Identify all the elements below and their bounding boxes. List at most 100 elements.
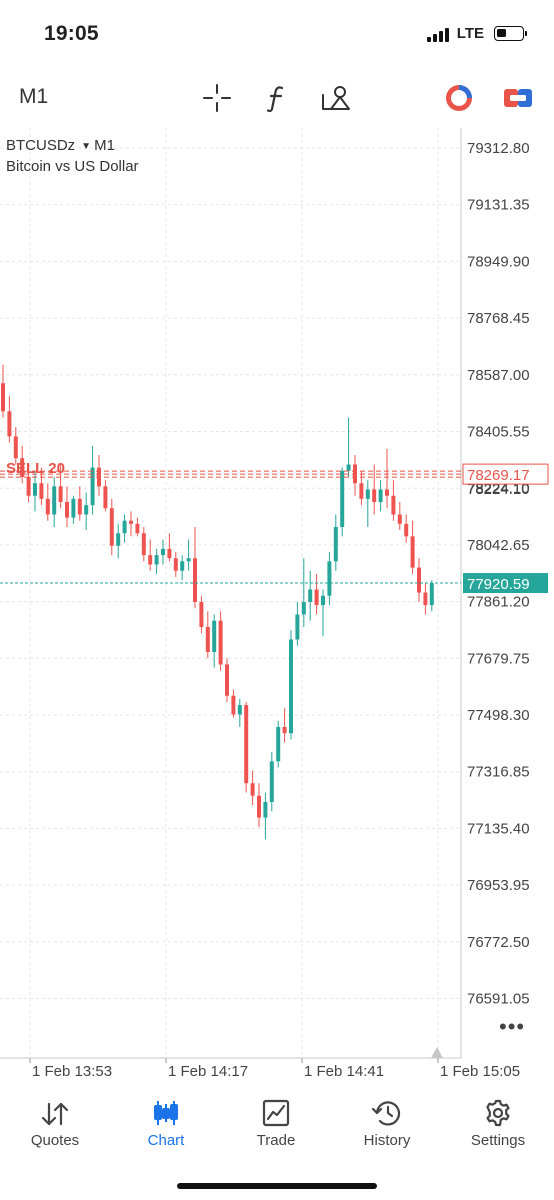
chart-toolbar: M1 xyxy=(0,72,554,124)
candle-bull xyxy=(269,761,274,802)
candle-bull xyxy=(212,620,217,652)
candle-bear xyxy=(244,705,249,784)
time-tick-label: 1 Feb 15:05 xyxy=(440,1063,520,1080)
candle-bull xyxy=(378,489,383,502)
candle-bear xyxy=(45,498,50,515)
trade-toggle-icon[interactable] xyxy=(502,82,534,114)
candle-bear xyxy=(225,664,229,696)
price-tick-label: 77679.75 xyxy=(467,650,530,667)
quotes-icon xyxy=(41,1102,69,1126)
candle-bear xyxy=(1,383,5,412)
price-tick-label: 76953.95 xyxy=(467,877,530,894)
status-bar: 19:05 LTE xyxy=(0,0,554,70)
price-tick-label-hidden: 78224.10 xyxy=(467,481,530,498)
candle-bear xyxy=(148,555,153,565)
dropdown-arrow-icon: ▼ xyxy=(81,141,92,152)
current-price-box xyxy=(463,573,548,594)
candle-bear xyxy=(218,620,223,665)
candle-bull xyxy=(327,561,332,596)
crosshair-icon[interactable] xyxy=(201,82,233,114)
price-tick-label: 77861.20 xyxy=(467,594,530,611)
candle-bull xyxy=(71,498,76,518)
candle-bear xyxy=(141,533,146,556)
candle-bear xyxy=(314,589,319,606)
tab-settings[interactable]: Settings xyxy=(443,1088,553,1158)
candle-bear xyxy=(404,523,409,537)
network-type: LTE xyxy=(456,25,484,42)
candle-bull xyxy=(333,526,338,562)
candle-bear xyxy=(205,626,210,652)
sell-price-label: 78269.17 xyxy=(467,467,530,484)
candle-bull xyxy=(116,533,121,546)
home-indicator xyxy=(177,1183,377,1189)
objects-icon[interactable] xyxy=(320,82,352,114)
candle-bear xyxy=(257,795,261,818)
candle-bear xyxy=(193,558,197,602)
chart-shift-icon xyxy=(431,1047,443,1058)
candle-bull xyxy=(365,489,370,499)
candle-bull xyxy=(301,601,306,615)
sell-order-label: SELL 20 xyxy=(6,460,65,477)
candle-bull xyxy=(429,583,434,606)
price-tick-label: 77316.85 xyxy=(467,764,530,781)
candle-bear xyxy=(173,558,178,571)
price-tick-label: 79131.35 xyxy=(467,197,530,214)
candle-bull xyxy=(289,639,293,734)
candle-bear xyxy=(7,411,12,437)
candle-bull xyxy=(122,520,127,534)
function-icon[interactable] xyxy=(261,82,293,114)
candle-bull xyxy=(346,464,351,471)
tab-history-label: History xyxy=(363,1132,411,1149)
candle-bear xyxy=(282,726,287,734)
time-tick-label: 1 Feb 13:53 xyxy=(32,1063,112,1080)
candle-bull xyxy=(276,726,281,762)
tab-chart-label: Chart xyxy=(147,1132,185,1149)
candle-bear xyxy=(397,514,402,524)
chart-icon xyxy=(154,1101,178,1125)
candle-bull xyxy=(161,548,165,556)
chart-area[interactable]: 79312.80 79131.35 78949.90 78768.45 78587.00… xyxy=(0,128,554,1088)
candle-bear xyxy=(423,592,428,606)
price-tick-label: 77498.30 xyxy=(467,707,530,724)
tab-settings-label: Settings xyxy=(470,1132,526,1149)
candle-bear xyxy=(65,501,69,518)
tab-quotes[interactable]: Quotes xyxy=(0,1088,110,1158)
timeframe-button[interactable]: M1 xyxy=(19,85,49,108)
candle-bear xyxy=(417,567,421,593)
history-icon xyxy=(371,1101,401,1126)
time-tick-label: 1 Feb 14:17 xyxy=(168,1063,248,1080)
price-tick-label: 76772.50 xyxy=(467,934,530,951)
candle-bear xyxy=(39,483,44,499)
candle-bear xyxy=(109,508,114,546)
candle-bear xyxy=(26,476,31,496)
candle-bull xyxy=(180,561,185,571)
candle-bull xyxy=(186,558,191,562)
price-tick-label: 78768.45 xyxy=(467,310,530,327)
price-tick-label: 78405.55 xyxy=(467,424,530,441)
candle-bear xyxy=(20,458,25,477)
candle-bull xyxy=(33,483,37,496)
candle-bear xyxy=(199,601,204,627)
candle-bear xyxy=(167,548,172,559)
current-price-label: 77920.59 xyxy=(467,576,530,593)
candle-bear xyxy=(77,498,82,515)
tab-quotes-label: Quotes xyxy=(30,1132,80,1149)
more-options-icon[interactable]: ••• xyxy=(499,1014,526,1039)
settings-icon xyxy=(486,1099,510,1127)
symbol-timeframe: M1 xyxy=(94,137,115,154)
candle-bull xyxy=(237,705,242,715)
candle-bear xyxy=(58,486,63,502)
price-chart[interactable]: 79312.80 79131.35 78949.90 78768.45 78587.00… xyxy=(0,128,554,1088)
one-click-trading-icon[interactable] xyxy=(443,82,475,114)
sell-price-box xyxy=(462,463,549,485)
symbol-description: Bitcoin vs US Dollar xyxy=(6,158,139,175)
candle-bear xyxy=(250,783,255,796)
tab-history[interactable]: History xyxy=(332,1088,442,1158)
candle-bull xyxy=(263,801,268,818)
candle-bull xyxy=(295,614,300,640)
price-tick-label: 78949.90 xyxy=(467,253,530,270)
tab-trade[interactable]: Trade xyxy=(221,1088,331,1158)
trade-icon xyxy=(262,1099,290,1127)
bottom-tab-bar: Quotes Chart Trade xyxy=(0,1088,554,1200)
tab-chart[interactable]: Chart xyxy=(111,1088,221,1158)
